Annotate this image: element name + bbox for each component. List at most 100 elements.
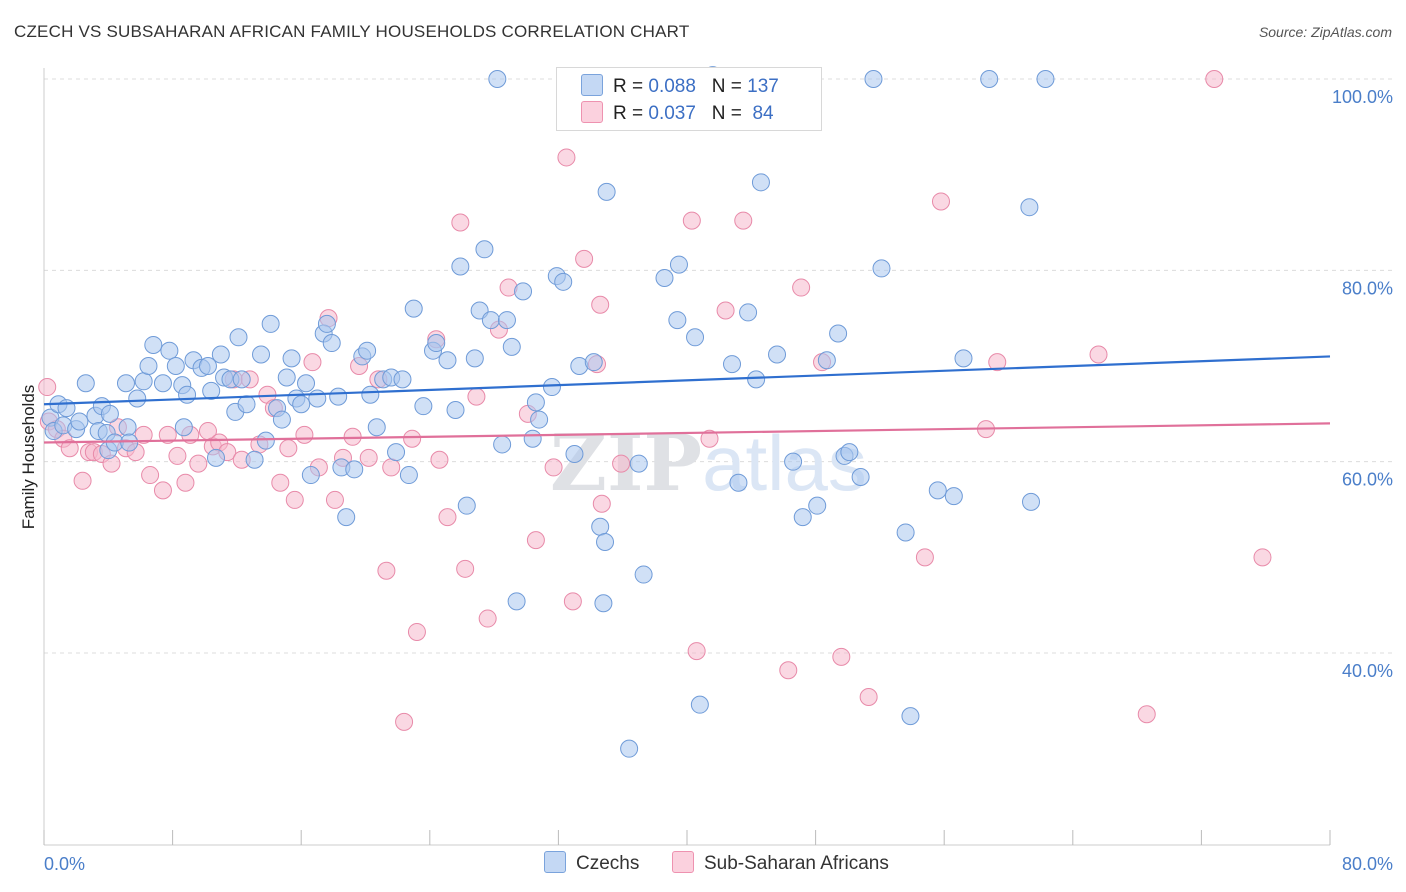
czechs-point <box>207 448 226 467</box>
y-tick-label: 40.0% <box>1342 661 1393 681</box>
africans-point <box>859 688 878 707</box>
africans-point <box>303 353 322 372</box>
czechs-point <box>784 452 803 471</box>
czechs-point <box>669 255 688 274</box>
czechs-point <box>202 381 221 400</box>
czechs-point <box>620 739 639 758</box>
africans-point <box>557 148 576 167</box>
czechs-point <box>116 374 135 393</box>
czechs-point <box>502 337 521 356</box>
czechs-point <box>282 349 301 368</box>
czechs-point <box>944 487 963 506</box>
czechs-point <box>690 695 709 714</box>
czechs-point <box>554 272 573 291</box>
africans-point <box>915 548 934 567</box>
czechs-point <box>840 443 859 462</box>
czechs-point <box>954 349 973 368</box>
czechs-point <box>211 345 230 364</box>
africans-point <box>716 301 735 320</box>
africans-point <box>544 458 563 477</box>
czechs-point <box>174 418 193 437</box>
africans-point <box>382 458 401 477</box>
africans-point <box>141 466 160 485</box>
czechs-point <box>118 418 137 437</box>
czechs-point <box>1022 492 1041 511</box>
czechs-point <box>232 370 251 389</box>
czechs-point <box>301 466 320 485</box>
czechs-point <box>729 473 748 492</box>
czechs-point <box>153 374 172 393</box>
africans-point <box>687 642 706 661</box>
czechs-point <box>747 370 766 389</box>
africans-point <box>1253 548 1272 567</box>
czechs-trend-line <box>43 355 1331 406</box>
czechs-point <box>817 351 836 370</box>
czechs-point <box>565 445 584 464</box>
legend-item-africans[interactable]: Sub-Saharan Africans <box>672 851 889 875</box>
africans-point <box>612 454 631 473</box>
czechs-point <box>272 410 291 429</box>
czechs-point <box>308 389 327 408</box>
r-value: 0.037 <box>648 103 696 124</box>
czechs-point <box>134 372 153 391</box>
africans-point <box>467 387 486 406</box>
africans-point <box>395 712 414 731</box>
legend-item-czechs[interactable]: Czechs <box>544 851 639 875</box>
y-tick-label: 60.0% <box>1342 470 1393 490</box>
n-value: 84 <box>752 103 774 124</box>
czechs-point <box>591 517 610 536</box>
grid-lines <box>44 78 1393 654</box>
czechs-point <box>100 404 119 423</box>
czechs-point <box>597 182 616 201</box>
czechs-point <box>120 433 139 452</box>
czechs-point <box>198 357 217 375</box>
czechs-point <box>901 707 920 726</box>
czechs-point <box>229 328 248 347</box>
czechs-point <box>655 268 674 287</box>
czechs-point <box>427 334 446 353</box>
africans-point <box>563 592 582 611</box>
africans-point <box>285 490 304 509</box>
y-axis-label: Family Households <box>19 385 38 530</box>
czechs-point <box>76 374 95 393</box>
x-tick-label-max: 80.0% <box>1342 854 1393 874</box>
africans-point <box>779 661 798 680</box>
africans-point <box>1089 345 1108 364</box>
africans-point <box>189 454 208 473</box>
czechs-point <box>337 508 356 527</box>
legend-label-czechs: Czechs <box>576 853 640 874</box>
africans-point <box>176 473 195 492</box>
czechs-point <box>414 397 433 416</box>
czechs-point <box>829 324 848 343</box>
czechs-point <box>526 393 545 412</box>
x-ticks <box>43 830 1331 845</box>
source-label: Source: ZipAtlas.com <box>1258 24 1392 40</box>
africans-point <box>60 439 79 458</box>
africans-point <box>700 429 719 448</box>
czechs-point <box>361 385 380 404</box>
czechs-point <box>851 467 870 486</box>
czechs-point <box>277 368 296 387</box>
africans-point <box>931 192 950 211</box>
czechs-point <box>345 460 364 479</box>
trend-lines <box>43 355 1331 444</box>
africans-point <box>682 211 701 230</box>
czechs-point <box>475 240 494 259</box>
x-tick-label-min: 0.0% <box>44 854 85 874</box>
czechs-point <box>896 523 915 542</box>
czechs-point <box>507 592 526 611</box>
czechs-point <box>864 70 883 88</box>
czechs-point <box>451 257 470 276</box>
legend-row-africans: R = 0.037 N = 84 <box>581 101 774 127</box>
africans-point <box>407 622 426 641</box>
africans-point <box>456 559 475 578</box>
czechs-point <box>178 385 197 404</box>
czechs-point <box>438 351 457 370</box>
legend-swatch-czechs <box>544 851 566 873</box>
czechs-point <box>70 412 89 431</box>
africans-point <box>988 353 1007 372</box>
czechs-point <box>584 353 603 372</box>
czechs-point <box>542 378 561 397</box>
czechs-point <box>292 395 311 414</box>
